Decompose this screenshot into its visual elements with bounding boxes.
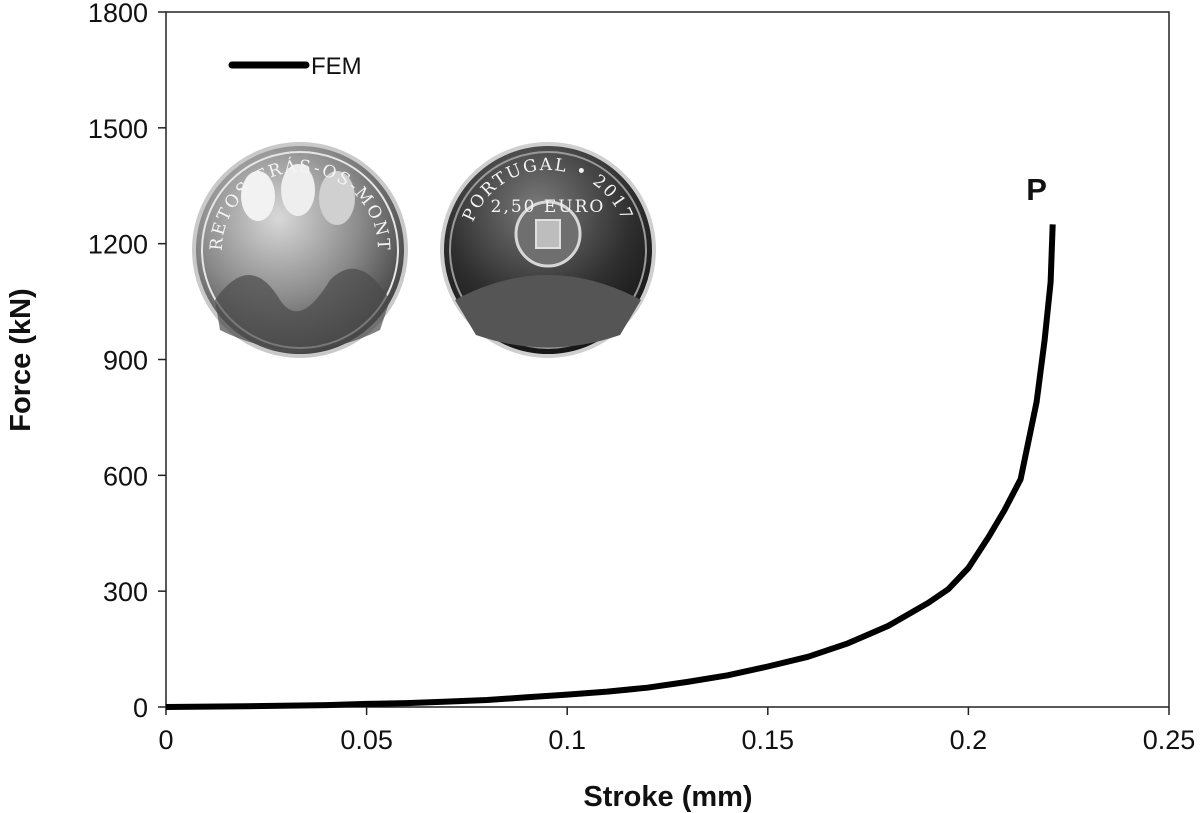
y-tick-label: 900	[103, 346, 148, 376]
y-tick-label: 1800	[88, 0, 148, 28]
legend-label-fem: FEM	[311, 53, 362, 80]
annotation-p: P	[1026, 172, 1047, 207]
y-axis-title: Force (kN)	[5, 288, 37, 431]
y-axis-ticks: 0 300 600 900 1200 1500 1800	[88, 0, 166, 723]
x-axis-ticks: 0 0.05 0.1 0.15 0.2 0.25	[158, 707, 1195, 755]
x-tick-label: 0.25	[1143, 725, 1196, 755]
y-tick-label: 1500	[88, 114, 148, 144]
coin-reverse-image: PORTUGAL • 2017 2,50 EURO	[440, 142, 656, 358]
y-tick-label: 300	[103, 577, 148, 607]
series-layer	[165, 224, 1056, 710]
series-line-fem	[165, 224, 1056, 710]
x-tick-label: 0.05	[340, 725, 393, 755]
plot-area-frame	[165, 11, 1170, 708]
x-tick-label: 0.2	[950, 725, 988, 755]
y-tick-label: 1200	[88, 230, 148, 260]
x-tick-label: 0.15	[742, 725, 795, 755]
legend: FEM	[228, 53, 362, 80]
coin-reverse-value: 2,50 EURO	[491, 197, 606, 217]
y-tick-label: 0	[133, 693, 148, 723]
x-tick-label: 0.1	[548, 725, 586, 755]
x-axis-title: Stroke (mm)	[583, 781, 752, 813]
x-tick-label: 0	[158, 725, 173, 755]
y-tick-label: 600	[103, 461, 148, 491]
